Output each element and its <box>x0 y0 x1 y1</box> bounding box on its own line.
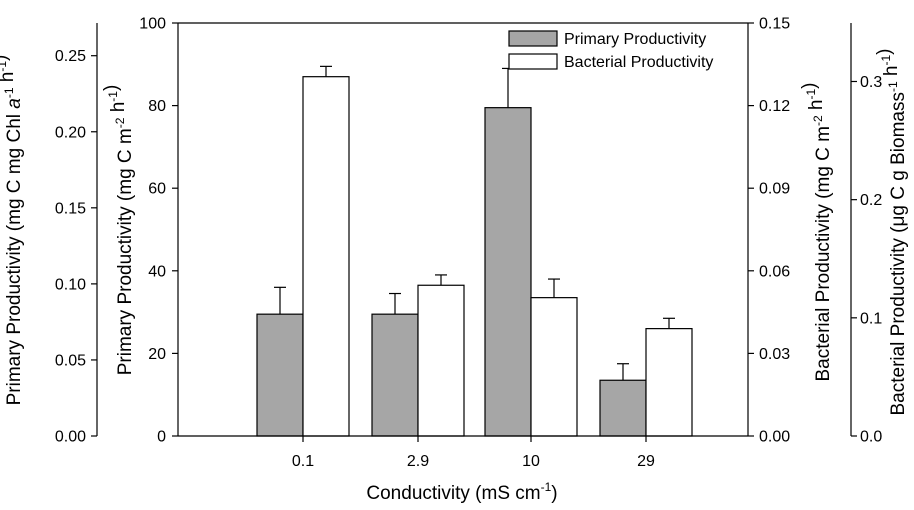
legend: Primary Productivity Bacterial Productivi… <box>508 30 713 71</box>
y-axis-title-primary-chl: Primary Productivity (mg C mg Chl a-1 h-… <box>0 55 25 406</box>
legend-label-primary: Primary Productivity <box>564 31 706 48</box>
y-tick-label-primary-chl: 0.00 <box>55 429 86 446</box>
y-tick-label-primary-chl: 0.20 <box>55 124 86 141</box>
bars-group <box>256 65 693 437</box>
y-tick-label-bacterial-area: 0.15 <box>759 16 790 33</box>
bar-primary-productivity <box>599 379 647 437</box>
legend-label-bacterial: Bacterial Productivity <box>564 54 713 71</box>
y-tick-label-bacterial-area: 0.06 <box>759 263 790 280</box>
y-tick-label-primary-chl: 0.15 <box>55 200 86 217</box>
y-tick-label-primary-chl: 0.10 <box>55 276 86 293</box>
bar-primary-productivity <box>484 107 532 437</box>
bar-bacterial-productivity <box>302 76 350 437</box>
bar-primary-productivity <box>256 313 304 437</box>
y-axis-title-primary-area: Primary Productivity (mg C m-2 h-1) <box>101 85 136 376</box>
y-tick-label-primary-area: 60 <box>148 181 166 198</box>
legend-swatch-bacterial <box>508 53 558 70</box>
y-tick-label-bacterial-area: 0.09 <box>759 181 790 198</box>
bar-primary-productivity <box>371 313 419 437</box>
y-tick-label-primary-area: 0 <box>157 429 166 446</box>
bar-bacterial-productivity <box>530 297 578 437</box>
y-tick-label-primary-chl: 0.05 <box>55 352 86 369</box>
y-tick-label-bacterial-biomass: 0.3 <box>860 74 882 91</box>
y-tick-label-bacterial-area: 0.03 <box>759 346 790 363</box>
y-axis-title-bacterial-biomass: Bacterial Productivity (μg C g Biomass-1… <box>874 48 909 415</box>
y-tick-label-bacterial-biomass: 0.2 <box>860 192 882 209</box>
x-axis-title: Conductivity (mS cm-1) <box>366 480 557 504</box>
y-tick-label-primary-area: 80 <box>148 98 166 115</box>
x-tick-label: 0.1 <box>292 453 314 470</box>
x-tick-label: 29 <box>637 453 655 470</box>
y-tick-label-bacterial-biomass: 0.0 <box>860 429 882 446</box>
y-tick-label-bacterial-area: 0.00 <box>759 429 790 446</box>
y-tick-label-bacterial-biomass: 0.1 <box>860 310 882 327</box>
x-tick-label: 10 <box>522 453 540 470</box>
bar-bacterial-productivity <box>645 328 693 437</box>
y-tick-label-bacterial-area: 0.12 <box>759 98 790 115</box>
legend-swatch-primary <box>508 30 558 47</box>
y-axis-title-bacterial-area: Bacterial Productivity (mg C m-2 h-1) <box>799 82 834 381</box>
y-tick-label-primary-area: 40 <box>148 263 166 280</box>
bar-bacterial-productivity <box>417 284 465 437</box>
y-tick-label-primary-area: 20 <box>148 346 166 363</box>
y-tick-label-primary-area: 100 <box>139 16 166 33</box>
y-tick-label-primary-chl: 0.25 <box>55 48 86 65</box>
x-tick-label: 2.9 <box>407 453 429 470</box>
